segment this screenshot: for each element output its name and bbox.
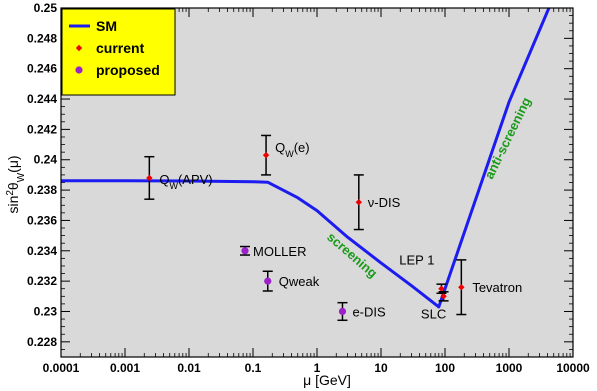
y-tick-label: 0.234 [27,244,57,258]
legend-box [61,8,176,96]
x-tick-label: 10000 [556,361,590,375]
y-tick-label: 0.238 [27,183,57,197]
x-axis-label: μ [GeV] [303,372,351,388]
data-point-lep-1: LEP 1 [399,253,447,295]
point-label-qweak: Qweak [279,274,320,289]
y-tick-label: 0.248 [27,31,57,45]
x-tick-label: 100 [435,361,455,375]
data-point-qweak: Qweak [262,270,320,292]
x-tick-label: 1 [314,361,321,375]
data-point-moller: MOLLER [240,244,306,259]
x-tick-label: 10 [374,361,388,375]
data-point-q-w-e: QW(e) [261,134,310,176]
legend-label: current [96,40,145,56]
x-tick-label: 0.0001 [43,361,80,375]
legend-swatch-dot [75,66,83,74]
legend-label: proposed [96,62,160,78]
x-tick-label: 0.01 [177,361,201,375]
y-tick-label: 0.244 [27,92,57,106]
data-point-slc: SLC [421,291,449,321]
legend-item-current: current [75,40,145,56]
x-tick-label: 0.001 [110,361,140,375]
data-point-q-w-apv: QW(APV) [144,155,213,200]
marker-e-dis [338,307,347,316]
y-tick-label: 0.23 [34,304,58,318]
y-tick-label: 0.242 [27,122,57,136]
plot-frame [60,7,574,358]
point-label-q-w-apv: QW(APV) [159,172,212,191]
marker-q-w-e [262,151,270,159]
data-points-group: QW(APV) QW(e) ν-DIS LEP 1 SLC Tevatron MOLLER Q… [144,134,522,322]
y-tick-label: 0.228 [27,335,57,349]
legend: SM current proposed [61,8,176,96]
point-label-moller: MOLLER [253,244,306,259]
point-label-tevatron: Tevatron [472,280,522,295]
data-point-dis: ν-DIS [353,174,401,231]
x-tick-label: 1000 [496,361,523,375]
y-tick-label: 0.236 [27,213,57,227]
point-label-slc: SLC [421,306,446,321]
legend-item-proposed: proposed [75,62,160,78]
axis-labels: μ [GeV] sin2θW(μ) [5,155,351,388]
marker-slc [440,293,447,300]
y-axis-label: sin2θW(μ) [5,155,27,213]
legend-label: SM [96,18,117,34]
x-tick-label: 0.1 [245,361,262,375]
marker-moller [241,247,249,255]
sm-curve [61,8,551,309]
ticks: 0.0001 0.001 0.01 0.1 1 10 100 1000 10000 0.228 0.… [27,1,590,375]
legend-swatch-diamond [75,44,83,52]
marker-qweak [264,277,272,285]
marker-tevatron [458,284,465,291]
point-label-q-w-e: QW(e) [275,140,310,159]
data-point-e-dis: e-DIS [337,301,386,322]
y-tick-label: 0.246 [27,62,57,76]
y-tick-label: 0.232 [27,274,57,288]
y-tick-label: 0.25 [34,1,58,15]
point-label-dis: ν-DIS [368,195,401,210]
point-label-lep-1: LEP 1 [399,253,434,268]
marker-q-w-apv [146,174,153,182]
marker-lep-1 [438,285,445,292]
marker-dis [355,199,363,206]
point-label-e-dis: e-DIS [352,304,386,319]
y-tick-label: 0.24 [34,153,58,167]
data-point-tevatron: Tevatron [456,259,522,316]
legend-item-sm: SM [69,18,117,34]
sm-curve-group [61,8,551,309]
